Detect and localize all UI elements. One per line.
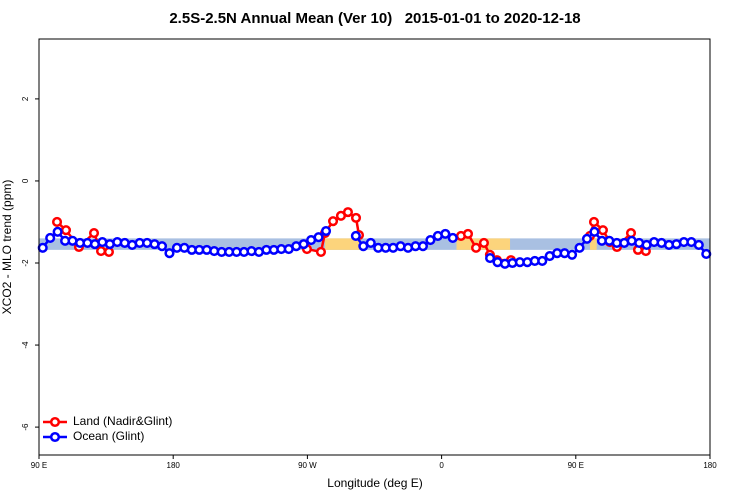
data-point	[298, 239, 309, 250]
y-tick-label: -6	[21, 423, 30, 431]
y-axis-label: XCO2 - MLO trend (ppm)	[0, 180, 14, 315]
mask-band	[589, 238, 597, 250]
y-tick-label: 2	[21, 96, 30, 101]
data-point	[701, 248, 712, 260]
data-point	[537, 255, 548, 266]
y-tick-label: -4	[21, 341, 30, 349]
data-point	[567, 249, 578, 260]
data-point	[60, 225, 72, 236]
x-tick-label: 90 W	[298, 461, 317, 470]
mask-band	[324, 238, 361, 250]
x-tick-label: 180	[167, 461, 181, 470]
y-tick-label: 0	[21, 178, 30, 183]
x-tick-label: 90 E	[568, 461, 584, 470]
data-point	[52, 226, 63, 237]
data-point	[365, 237, 376, 248]
x-tick-label: 0	[439, 461, 444, 470]
data-point	[315, 246, 327, 257]
data-point	[470, 242, 482, 253]
legend-marker	[49, 431, 61, 443]
data-point	[350, 212, 362, 223]
data-point	[88, 228, 100, 239]
legend-marker	[49, 416, 61, 428]
data-point	[625, 228, 637, 239]
data-point	[342, 207, 354, 218]
legend-label: Ocean (Glint)	[73, 429, 144, 443]
data-point	[447, 232, 458, 244]
data-point	[327, 216, 339, 227]
data-point	[485, 253, 496, 264]
data-point	[313, 232, 324, 243]
plot-frame	[38, 38, 711, 456]
data-point	[164, 248, 175, 259]
data-point	[51, 216, 63, 228]
data-point	[574, 242, 585, 253]
data-point	[37, 242, 48, 253]
data-point	[95, 246, 107, 257]
data-point	[462, 228, 474, 239]
data-point	[440, 228, 451, 239]
x-axis-label: Longitude (deg E)	[327, 476, 422, 490]
x-tick-label: 90 E	[31, 461, 47, 470]
data-point	[589, 226, 600, 237]
x-tick-label: 180	[703, 461, 717, 470]
data-point	[425, 234, 436, 246]
chart-title: 2.5S-2.5N Annual Mean (Ver 10) 2015-01-0…	[169, 10, 580, 27]
data-point	[597, 225, 608, 236]
y-tick-label: -2	[21, 259, 30, 267]
data-point	[103, 246, 114, 257]
data-point	[350, 230, 361, 241]
data-point	[693, 239, 704, 250]
legend-label: Land (Nadir&Glint)	[73, 414, 172, 428]
data-point	[478, 237, 489, 248]
data-point	[581, 233, 593, 244]
data-point	[588, 216, 600, 228]
data-point	[156, 241, 168, 252]
data-point	[417, 241, 429, 252]
data-point	[45, 232, 56, 244]
data-point	[320, 225, 332, 237]
